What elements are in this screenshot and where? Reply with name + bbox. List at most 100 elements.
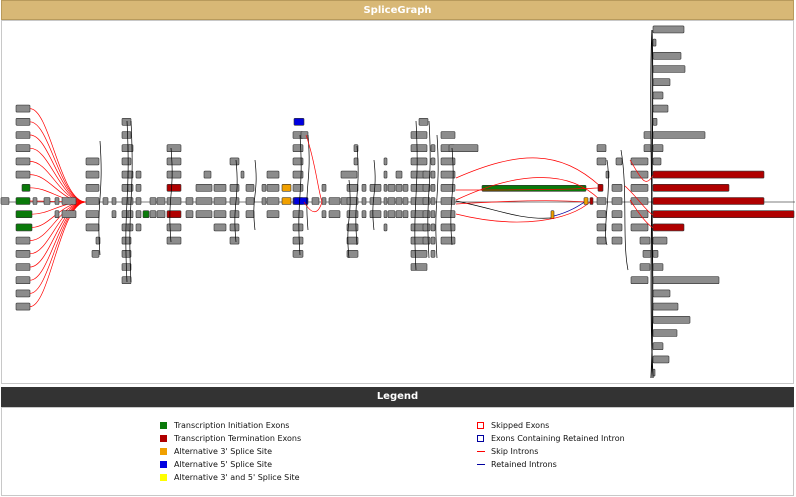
exon-box[interactable] <box>127 197 134 205</box>
exon-box[interactable] <box>422 236 431 245</box>
initiation-exon[interactable] <box>21 184 31 192</box>
exon-box[interactable] <box>395 197 403 205</box>
exon-box[interactable] <box>166 236 182 245</box>
exon-box[interactable] <box>229 197 240 205</box>
exon-box[interactable] <box>639 236 651 245</box>
exon-box[interactable] <box>166 210 182 218</box>
termination-exon[interactable] <box>597 184 604 192</box>
initiation-exon[interactable] <box>15 210 33 218</box>
exon-box[interactable] <box>245 197 255 205</box>
termination-exon[interactable] <box>652 170 765 179</box>
exon-box[interactable] <box>121 118 132 126</box>
exon-box[interactable] <box>652 118 658 126</box>
exon-box[interactable] <box>410 131 428 139</box>
exon-box[interactable] <box>652 289 671 298</box>
exon-box[interactable] <box>85 210 100 218</box>
exon-box[interactable] <box>91 250 100 258</box>
exon-box[interactable] <box>422 184 431 192</box>
exon-box[interactable] <box>240 170 245 179</box>
exon-box[interactable] <box>652 104 669 113</box>
initiation-exon[interactable] <box>15 263 31 271</box>
exon-box[interactable] <box>418 118 429 126</box>
exon-box[interactable] <box>346 250 359 258</box>
exon-box[interactable] <box>121 157 132 166</box>
exon-box[interactable] <box>630 184 649 192</box>
exon-box[interactable] <box>383 210 388 218</box>
exon-box[interactable] <box>652 65 686 73</box>
exon-box[interactable] <box>652 144 664 152</box>
exon-box[interactable] <box>213 184 227 192</box>
exon-box[interactable] <box>185 197 194 205</box>
exon-box[interactable] <box>410 144 428 152</box>
exon-box[interactable] <box>311 197 320 205</box>
exon-box[interactable] <box>281 184 292 192</box>
termination-exon[interactable] <box>589 197 594 205</box>
alt3-exon[interactable] <box>583 197 589 205</box>
exon-box[interactable] <box>383 170 388 179</box>
exon-box[interactable] <box>615 157 623 166</box>
exon-box[interactable] <box>652 263 664 271</box>
exon-box[interactable] <box>229 157 240 166</box>
exon-box[interactable] <box>85 184 100 192</box>
exon-box[interactable] <box>292 236 304 245</box>
exon-box[interactable] <box>156 210 166 218</box>
exon-box[interactable] <box>111 210 117 218</box>
initiation-exon[interactable] <box>15 302 31 311</box>
initiation-exon[interactable] <box>15 170 31 179</box>
exon-box[interactable] <box>266 184 280 192</box>
exon-box[interactable] <box>630 276 649 285</box>
exon-box[interactable] <box>387 210 396 218</box>
exon-box[interactable] <box>292 184 304 192</box>
exon-box[interactable] <box>166 184 182 192</box>
exon-box[interactable] <box>229 210 240 218</box>
exon-box[interactable] <box>652 78 671 86</box>
termination-exon[interactable] <box>652 210 795 218</box>
exon-box[interactable] <box>440 157 456 166</box>
exon-box[interactable] <box>430 170 436 179</box>
exon-box[interactable] <box>611 236 623 245</box>
initiation-exon[interactable] <box>15 236 31 245</box>
exon-box[interactable] <box>652 91 664 100</box>
exon-box[interactable] <box>292 144 304 152</box>
exon-box[interactable] <box>195 184 213 192</box>
initiation-exon[interactable] <box>15 223 33 232</box>
exon-box[interactable] <box>611 210 623 218</box>
exon-box[interactable] <box>361 210 367 218</box>
exon-box[interactable] <box>85 157 100 166</box>
exon-box[interactable] <box>346 236 359 245</box>
exon-box[interactable] <box>410 263 428 271</box>
exon-box[interactable] <box>383 184 388 192</box>
exon-box[interactable] <box>611 223 623 232</box>
alt5-exon[interactable] <box>293 197 309 205</box>
exon-box[interactable] <box>85 197 100 205</box>
exon-box[interactable] <box>229 236 240 245</box>
termination-exon[interactable] <box>652 223 685 232</box>
exon-box[interactable] <box>328 197 341 205</box>
exon-box[interactable] <box>102 197 109 205</box>
exon-box[interactable] <box>142 210 150 218</box>
exon-box[interactable] <box>229 223 240 232</box>
exon-box[interactable] <box>266 170 280 179</box>
exon-box[interactable] <box>430 144 436 152</box>
exon-box[interactable] <box>135 197 142 205</box>
exon-box[interactable] <box>266 197 280 205</box>
exon-box[interactable] <box>369 197 382 205</box>
exon-box[interactable] <box>135 210 142 218</box>
exon-box[interactable] <box>402 184 409 192</box>
exon-box[interactable] <box>166 197 182 205</box>
exon-box[interactable] <box>422 197 431 205</box>
exon-box[interactable] <box>611 184 623 192</box>
initiation-exon[interactable] <box>481 185 587 192</box>
exon-box[interactable] <box>642 250 652 258</box>
termination-exon[interactable] <box>652 184 730 192</box>
exon-box[interactable] <box>383 197 388 205</box>
exon-box[interactable] <box>321 184 327 192</box>
initiation-exon[interactable] <box>15 104 31 113</box>
exon-box[interactable] <box>440 170 456 179</box>
exon-box[interactable] <box>245 184 255 192</box>
exon-box[interactable] <box>440 131 456 139</box>
exon-box[interactable] <box>213 210 227 218</box>
exon-box[interactable] <box>402 197 409 205</box>
exon-box[interactable] <box>652 329 678 337</box>
exon-box[interactable] <box>395 210 403 218</box>
